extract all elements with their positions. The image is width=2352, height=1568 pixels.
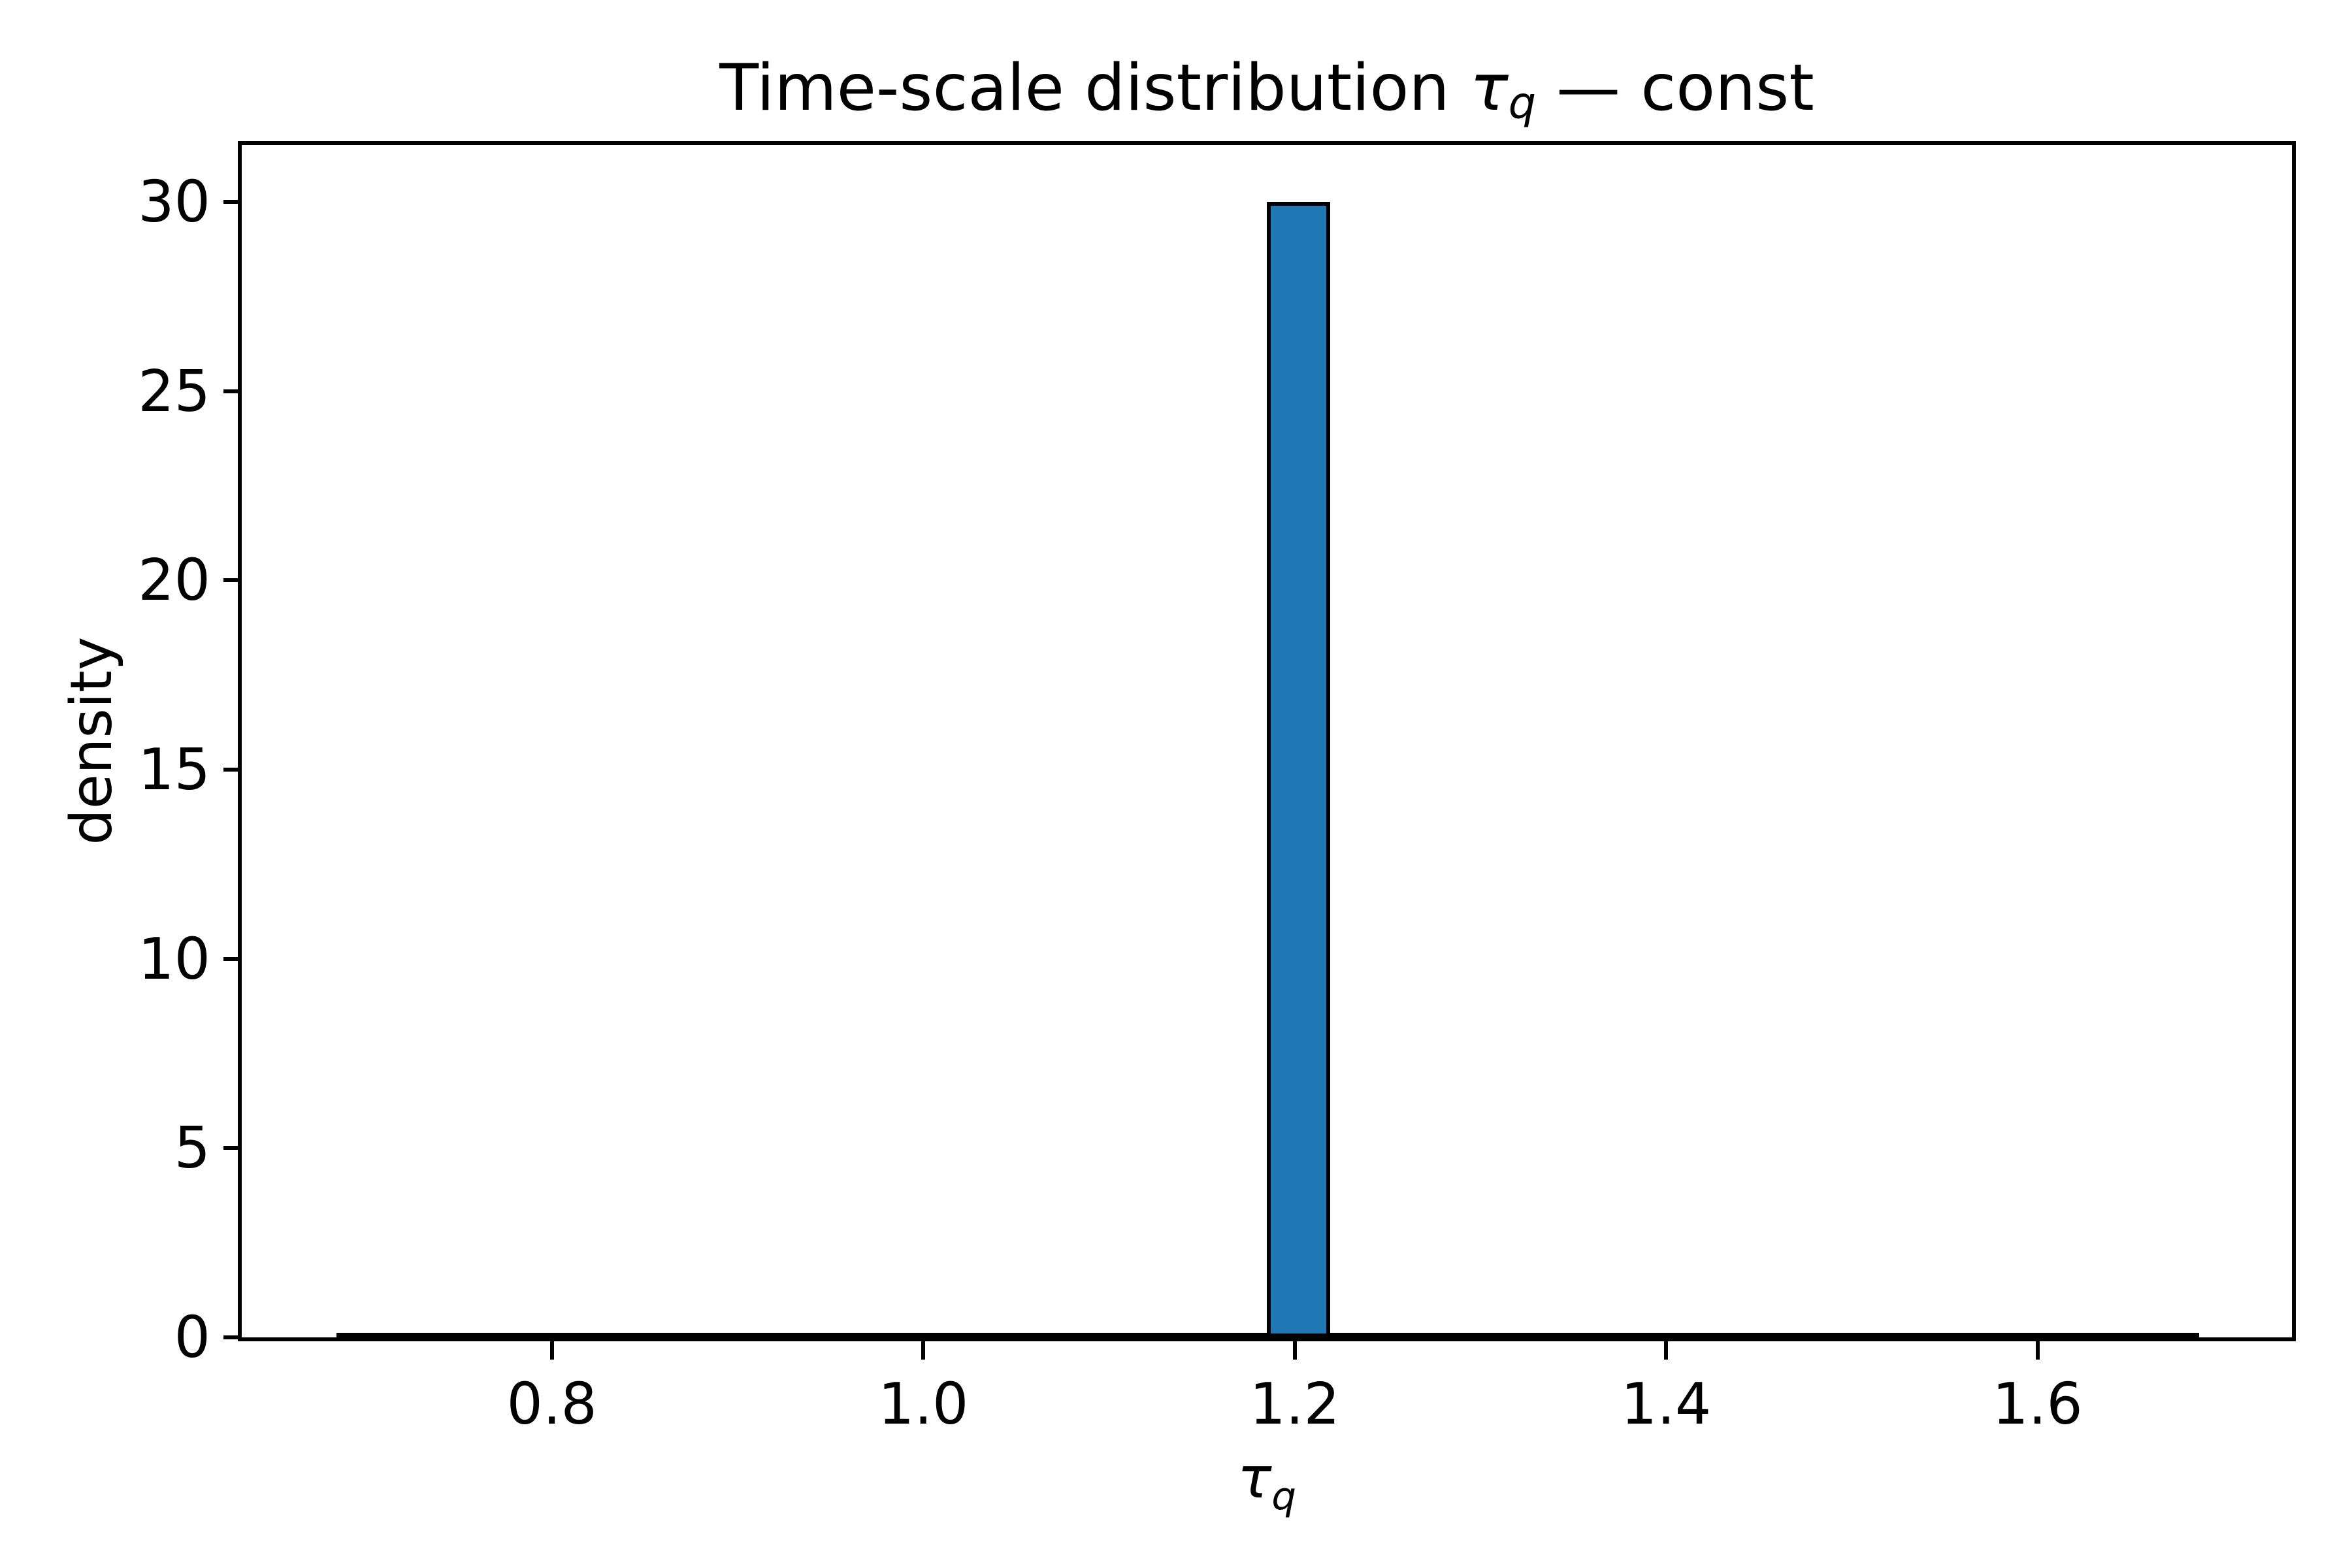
- x-tick-label: 0.8: [506, 1371, 597, 1437]
- x-tick-label: 1.0: [877, 1371, 969, 1437]
- x-tick-label: 1.4: [1620, 1371, 1712, 1437]
- y-tick-label: 20: [138, 547, 210, 614]
- y-tick-mark: [223, 956, 242, 961]
- x-tick-mark: [2035, 1341, 2040, 1360]
- y-tick-mark: [223, 199, 242, 204]
- y-tick-label: 25: [138, 357, 210, 425]
- y-tick-mark: [223, 389, 242, 393]
- y-tick-mark: [223, 767, 242, 772]
- y-tick-mark: [223, 578, 242, 583]
- y-tick-label: 0: [174, 1304, 210, 1371]
- x-tick-mark: [1292, 1341, 1297, 1360]
- y-tick-label: 10: [138, 925, 210, 992]
- y-tick-label: 15: [138, 736, 210, 803]
- x-axis-label: τq: [242, 1444, 2292, 1531]
- x-tick-label: 1.2: [1249, 1371, 1340, 1437]
- x-tick-mark: [921, 1341, 926, 1360]
- tau-symbol: τ: [1237, 1445, 1272, 1511]
- y-tick-label: 5: [174, 1115, 210, 1182]
- chart-title: Time-scale distribution τq — const: [242, 55, 2292, 127]
- x-tick-label: 1.6: [1992, 1371, 2083, 1437]
- tau-subscript-q: q: [1508, 77, 1537, 129]
- chart-title-text: Time-scale distribution: [719, 51, 1470, 125]
- tau-symbol: τ: [1469, 51, 1509, 125]
- histogram-bar: [1267, 201, 1330, 1337]
- y-tick-mark: [223, 1146, 242, 1151]
- x-tick-mark: [1664, 1341, 1669, 1360]
- y-tick-label: 30: [138, 168, 210, 235]
- tau-subscript-q: q: [1271, 1473, 1296, 1519]
- chart-title-suffix: — const: [1536, 51, 1814, 125]
- x-tick-mark: [549, 1341, 554, 1360]
- y-tick-mark: [223, 1335, 242, 1339]
